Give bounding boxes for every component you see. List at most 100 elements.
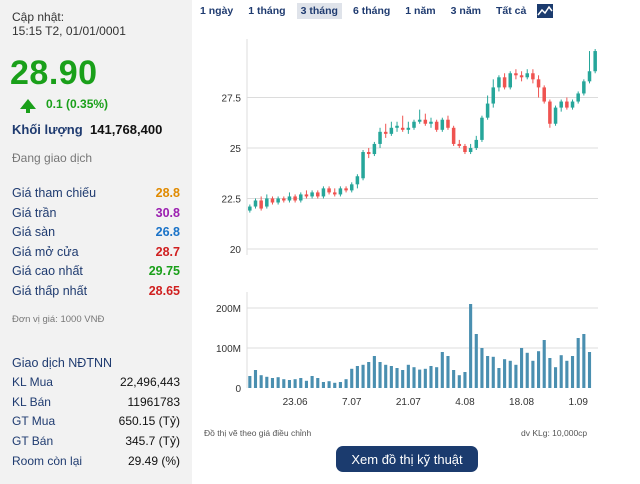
volume-bar <box>582 334 586 388</box>
tab-1-year[interactable]: 1 năm <box>405 5 436 17</box>
candle-body <box>327 188 331 193</box>
candle-body <box>553 107 558 124</box>
foreign-trading-title: Giao dịch NĐTNN <box>12 356 113 370</box>
tab-1-month[interactable]: 1 tháng <box>248 5 286 17</box>
unit-note: Đơn vị giá: 1000 VNĐ <box>12 314 105 325</box>
candle-body <box>480 117 484 140</box>
stat-label: Giá sàn <box>12 225 56 239</box>
volume-bar <box>259 375 263 388</box>
volume-bar <box>293 379 297 388</box>
candle-body <box>383 131 388 134</box>
candle-body <box>372 143 377 155</box>
tab-3-months[interactable]: 3 tháng <box>296 3 342 19</box>
volume-bar <box>565 360 569 388</box>
foreign-value: 22,496,443 <box>119 375 180 389</box>
volume-bar <box>412 367 416 388</box>
volume-bar <box>452 370 456 388</box>
stat-value: 28.7 <box>155 245 180 259</box>
candle-body <box>259 200 263 209</box>
candle-body <box>497 77 501 88</box>
stat-row-reference: Giá tham chiếu 28.8 <box>12 186 180 200</box>
volume-bar <box>542 340 546 388</box>
volume-bar <box>265 376 269 388</box>
stat-row-low: Giá thấp nhất 28.65 <box>12 284 180 298</box>
candle-body <box>587 71 592 82</box>
volume-bar <box>321 382 325 388</box>
tab-all[interactable]: Tất cả <box>496 5 527 17</box>
volume-bar <box>469 304 473 388</box>
volume-bar <box>406 364 410 388</box>
volume-axis: 0 100M 200M <box>216 304 241 395</box>
tab-1-day[interactable]: 1 ngày <box>200 5 234 17</box>
candle-body <box>468 147 473 153</box>
candle-body <box>440 119 445 130</box>
candle-body <box>559 101 563 108</box>
volume-bar <box>418 369 422 388</box>
volume-series <box>248 304 592 388</box>
candle-body <box>474 139 479 148</box>
price-grid <box>246 39 598 255</box>
volume-bar <box>520 348 524 388</box>
stat-label: Giá tham chiếu <box>12 186 97 200</box>
candle-body <box>270 198 275 203</box>
change-text: 0.1 (0.35%) <box>46 97 109 111</box>
candle-body <box>536 79 541 88</box>
foreign-value: 650.15 (Tỷ) <box>118 414 180 428</box>
volume-row: Khối lượng 141,768,400 <box>12 122 162 137</box>
volume-bar <box>333 382 337 388</box>
volume-bar <box>457 375 461 388</box>
date-tick-label: 1.09 <box>568 397 588 408</box>
volume-bar <box>389 366 393 388</box>
volume-bar <box>503 359 507 388</box>
candle-body <box>548 101 552 124</box>
price-tick-label: 22.5 <box>222 194 242 205</box>
foreign-label: GT Mua <box>12 414 56 428</box>
technical-chart-button[interactable]: Xem đồ thị kỹ thuật <box>336 446 478 472</box>
volume-bar <box>384 364 388 388</box>
candle-body <box>282 198 286 201</box>
volume-bar <box>536 351 541 388</box>
volume-bar <box>548 358 552 388</box>
candle-body <box>502 77 507 88</box>
candle-body <box>514 73 518 76</box>
price-axis: 20 22.5 25 27.5 <box>222 94 242 256</box>
candle-body <box>446 119 450 128</box>
volume-bar <box>310 376 314 388</box>
candle-body <box>361 152 365 179</box>
volume-bar <box>570 356 575 388</box>
volume-bar <box>350 368 354 388</box>
candle-body <box>349 184 354 191</box>
volume-unit-note: dv KLg: 10,000cp <box>521 428 588 438</box>
candle-body <box>429 121 433 124</box>
foreign-value: 29.49 (%) <box>127 454 180 468</box>
volume-bar <box>423 368 427 388</box>
stat-label: Giá trần <box>12 206 57 220</box>
volume-bar <box>480 348 484 388</box>
stock-chart: 20 22.5 25 27.5 0 100M 200M 23.06 7.07 21.07 4.0… <box>216 39 598 408</box>
candle-body <box>525 73 529 78</box>
candle-body <box>389 127 394 134</box>
candle-body <box>412 121 416 128</box>
foreign-row-buy-volume: KL Mua 22,496,443 <box>12 375 180 389</box>
tab-6-months[interactable]: 6 tháng <box>352 5 391 17</box>
candle-body <box>344 188 348 191</box>
candle-body <box>508 73 513 88</box>
up-arrow-icon <box>20 99 36 113</box>
date-tick-label: 21.07 <box>396 397 421 408</box>
volume-grid <box>246 292 598 388</box>
candle-body <box>321 188 326 197</box>
candle-body <box>582 81 586 94</box>
price-change: 0.1 (0.35%) <box>20 97 109 113</box>
price-tick-label: 27.5 <box>222 94 242 105</box>
chart-type-icon[interactable] <box>537 4 554 18</box>
volume-bar <box>440 352 444 388</box>
candle-body <box>276 198 280 203</box>
candle-body <box>366 152 371 155</box>
volume-bar <box>372 356 376 388</box>
stat-row-high: Giá cao nhất 29.75 <box>12 264 180 278</box>
updated-time: 15:15 T2, 01/01/0001 <box>12 24 126 38</box>
tab-3-years[interactable]: 3 năm <box>450 5 482 17</box>
date-tick-label: 23.06 <box>283 397 308 408</box>
volume-bar <box>395 368 399 388</box>
volume-bar <box>276 377 280 388</box>
